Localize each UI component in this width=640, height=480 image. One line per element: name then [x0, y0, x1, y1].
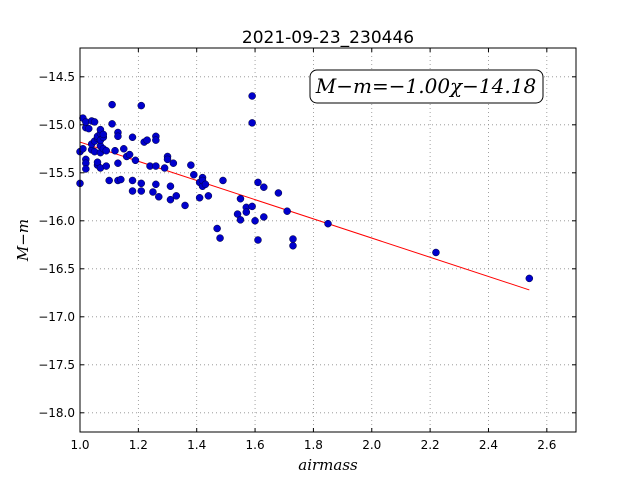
data-point: [201, 180, 210, 189]
fit-equation-box: M−m=−1.00χ−14.18: [309, 69, 544, 104]
data-point: [219, 176, 227, 185]
data-point: [108, 100, 116, 109]
data-point: [166, 182, 175, 190]
data-point: [283, 207, 291, 215]
data-point: [125, 150, 134, 159]
data-point: [254, 236, 262, 244]
y-axis-label: M−m: [14, 219, 32, 262]
y-tick-label: −18.0: [38, 406, 75, 420]
data-point: [172, 192, 181, 200]
data-point: [137, 101, 146, 110]
data-point: [242, 208, 251, 216]
data-point: [137, 179, 146, 188]
x-axis-ticks: 1.0 1.2 1.4 1.6 1.8 2.0 2.2 2.4 2.6: [70, 48, 556, 452]
data-point: [114, 159, 122, 167]
data-point: [114, 132, 122, 141]
x-axis-label: airmass: [298, 456, 358, 474]
chart-title: 2021-09-23_230446: [242, 28, 414, 48]
data-point: [152, 136, 160, 144]
data-point: [190, 170, 198, 179]
data-point: [254, 178, 262, 187]
data-point: [102, 162, 111, 170]
data-point: [181, 201, 189, 210]
data-point: [163, 155, 172, 164]
y-tick-label: −16.0: [38, 214, 75, 228]
data-points: [76, 92, 534, 283]
data-point: [128, 133, 137, 142]
data-point: [204, 192, 213, 200]
data-point: [128, 176, 137, 185]
y-tick-label: −14.5: [38, 70, 75, 84]
data-point: [248, 202, 256, 211]
data-point: [195, 194, 204, 202]
data-point: [260, 183, 268, 191]
data-point: [102, 146, 111, 155]
data-point: [260, 213, 268, 221]
data-point: [99, 130, 108, 139]
data-point: [79, 145, 87, 153]
x-tick-label: 2.2: [421, 438, 440, 452]
y-tick-label: −17.5: [38, 358, 75, 372]
y-tick-label: −17.0: [38, 310, 75, 324]
y-tick-label: −15.0: [38, 118, 75, 132]
data-point: [131, 156, 140, 165]
fit-equation: M−m=−1.00χ−14.18: [315, 74, 536, 98]
plot-area: [80, 48, 576, 432]
plot-frame: [79, 47, 577, 433]
data-point: [187, 161, 195, 169]
data-point: [251, 217, 259, 225]
data-point: [108, 120, 116, 128]
data-point: [236, 216, 245, 224]
data-point: [160, 164, 169, 172]
data-point: [152, 162, 160, 170]
data-point: [213, 224, 221, 233]
data-point: [169, 159, 178, 167]
data-point: [128, 187, 137, 195]
data-point: [248, 92, 256, 100]
data-point: [155, 193, 163, 201]
data-point: [143, 136, 151, 144]
data-point: [149, 188, 157, 196]
data-point: [248, 119, 256, 127]
x-tick-label: 2.0: [362, 438, 381, 452]
data-point: [289, 235, 297, 243]
data-point: [117, 175, 125, 184]
data-point: [432, 248, 440, 257]
data-point: [166, 195, 175, 204]
data-point: [289, 242, 297, 250]
data-point: [90, 118, 99, 126]
x-tick-label: 2.4: [479, 438, 498, 452]
data-point: [216, 234, 224, 242]
x-tick-label: 2.6: [537, 438, 556, 452]
data-point: [324, 219, 332, 228]
x-tick-label: 1.6: [246, 438, 265, 452]
x-tick-label: 1.4: [187, 438, 206, 452]
data-point: [137, 187, 146, 195]
data-point: [120, 145, 128, 153]
data-point: [85, 124, 93, 133]
x-tick-label: 1.8: [304, 438, 323, 452]
x-tick-label: 1.0: [70, 438, 89, 452]
data-point: [105, 176, 113, 185]
data-point: [111, 146, 119, 155]
x-tick-label: 1.2: [129, 438, 148, 452]
data-point: [525, 274, 534, 283]
data-point: [152, 180, 160, 189]
data-point: [274, 189, 283, 197]
y-tick-label: −15.5: [38, 166, 75, 180]
data-point: [82, 165, 90, 173]
data-point: [236, 194, 245, 203]
y-tick-label: −16.5: [38, 262, 75, 276]
y-axis-ticks: −14.5 −15.0 −15.5 −16.0 −16.5 −17.0 −17.5 −18.0: [38, 70, 576, 420]
